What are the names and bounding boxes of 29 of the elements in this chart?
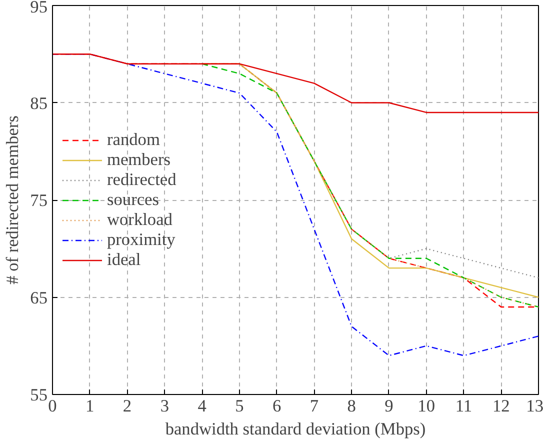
x-tick-label: 4 — [198, 396, 207, 416]
y-tick-label: 85 — [30, 94, 48, 113]
x-tick-label: 5 — [235, 396, 244, 416]
x-tick-label: 3 — [160, 396, 169, 416]
y-axis-title: # of redirected members — [3, 115, 22, 284]
legend-label: redirected — [107, 170, 176, 190]
legend-label: sources — [107, 190, 159, 210]
x-tick-label: 8 — [347, 396, 356, 416]
x-tick-label: 12 — [492, 396, 510, 416]
x-tick-label: 2 — [122, 396, 132, 416]
x-tick-label: 7 — [310, 396, 319, 416]
x-tick-label: 0 — [48, 396, 57, 416]
legend-label: proximity — [107, 230, 176, 250]
line-series — [52, 54, 538, 114]
y-tick-label: 95 — [30, 0, 48, 16]
x-tick-label: 13 — [526, 396, 543, 416]
y-tick-label: 55 — [30, 386, 48, 404]
legend-label: random — [107, 130, 160, 150]
x-tick-label: 11 — [455, 396, 472, 416]
legend-label: workload — [107, 210, 172, 230]
x-tick-label: 6 — [272, 396, 282, 416]
x-tick-label: 9 — [384, 396, 394, 416]
x-tick-label: 1 — [86, 396, 94, 416]
y-tick-label: 65 — [30, 288, 48, 308]
y-tick-label: 75 — [30, 191, 48, 210]
x-axis-title: bandwidth standard deviation (Mbps) — [165, 420, 426, 438]
legend-label: members — [107, 150, 171, 170]
legend-label: ideal — [107, 250, 141, 270]
x-tick-label: 10 — [418, 396, 436, 416]
